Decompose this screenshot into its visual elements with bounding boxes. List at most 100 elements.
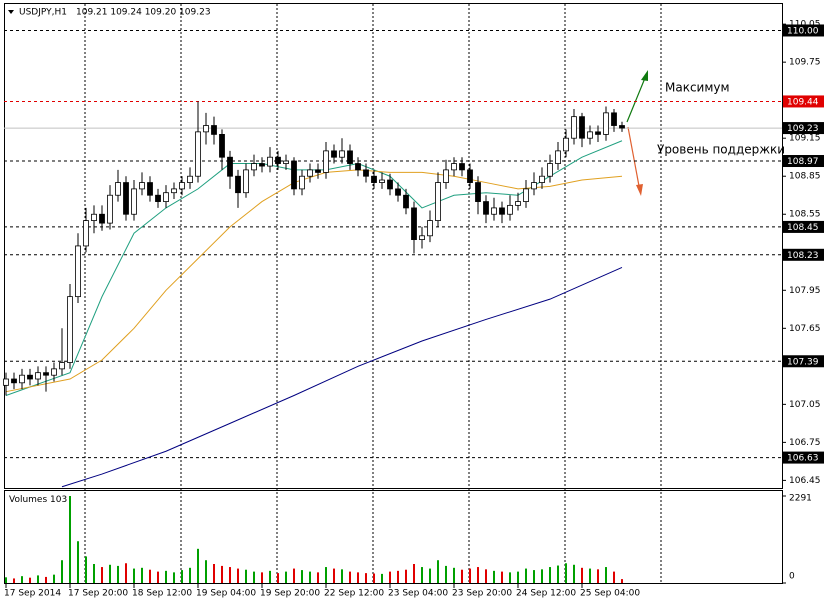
y-tick-label: 106.45	[789, 476, 821, 486]
candle-body	[35, 372, 41, 380]
x-tick-label: 19 Sep 20:00	[260, 589, 320, 599]
volume-tick-label: 2291	[789, 494, 812, 504]
candle-body	[571, 116, 577, 139]
candle-body	[283, 160, 289, 164]
x-tick-label: 19 Sep 04:00	[196, 589, 256, 599]
candle-body	[259, 163, 265, 167]
x-tick-label: 17 Sep 20:00	[68, 589, 128, 599]
y-tick-label: 108.85	[789, 172, 821, 182]
candle-body	[123, 182, 129, 215]
candle-body	[75, 245, 81, 298]
y-tick-label: 107.65	[789, 324, 821, 334]
candle-body	[435, 182, 441, 221]
candle-body	[555, 150, 561, 164]
candle-body	[323, 150, 329, 173]
candle-body	[403, 194, 409, 209]
arrow-down	[627, 126, 640, 187]
candle-body	[619, 125, 625, 129]
candle-body	[243, 169, 249, 194]
moving-average	[61, 267, 623, 488]
candle-body	[3, 378, 9, 386]
candle-body	[419, 235, 425, 240]
candle-body	[515, 201, 521, 206]
candle-body	[611, 112, 617, 126]
price-panel	[4, 3, 783, 489]
candle-body	[355, 163, 361, 171]
arrow-down-head	[636, 184, 643, 196]
level-box	[783, 95, 824, 108]
volume-tick-label: 0	[789, 572, 795, 582]
y-tick-label: 109.75	[789, 58, 821, 68]
level-box	[783, 24, 824, 37]
candle-body	[227, 156, 233, 177]
y-tick-label: 108.55	[789, 210, 821, 220]
candle-body	[339, 150, 345, 158]
candle-body	[27, 374, 33, 380]
quote: 109.21 109.24 109.20 109.23	[76, 8, 211, 18]
candle-body	[483, 201, 489, 215]
candle-body	[427, 220, 433, 237]
x-tick-label: 23 Sep 04:00	[388, 589, 448, 599]
candle-body	[603, 112, 609, 135]
candle-body	[547, 163, 553, 177]
volume-panel	[4, 490, 783, 584]
candle-body	[379, 179, 385, 183]
y-tick-label: 107.95	[789, 286, 821, 296]
level-label: 107.39	[787, 357, 819, 367]
candle-body	[467, 169, 473, 183]
candle-body	[475, 182, 481, 202]
level-label: 109.23	[787, 124, 819, 134]
candle-body	[523, 188, 529, 202]
candle-body	[155, 194, 161, 202]
candle-body	[51, 368, 57, 376]
level-box	[783, 451, 824, 464]
candle-body	[131, 188, 137, 215]
level-box	[783, 355, 824, 368]
candle-body	[443, 169, 449, 183]
candle-body	[451, 163, 457, 171]
candle-body	[43, 372, 49, 376]
level-label: 108.97	[787, 157, 819, 167]
level-box	[783, 155, 824, 168]
candle-body	[171, 188, 177, 194]
candle-body	[59, 362, 65, 370]
volume-last: 103	[50, 495, 67, 505]
y-tick-label: 107.05	[789, 400, 821, 410]
candle-body	[395, 188, 401, 196]
candle-body	[219, 134, 225, 158]
candle-body	[99, 213, 105, 224]
symbol: USDJPY,H1	[19, 8, 67, 18]
annotation: Уровень поддержки	[657, 143, 785, 157]
level-label: 110.00	[787, 26, 819, 36]
arrow-up-head	[641, 70, 648, 81]
vertical-grid	[84, 4, 662, 583]
candle-body	[531, 182, 537, 190]
candle-body	[91, 213, 97, 221]
candle-body	[595, 131, 601, 135]
level-box	[783, 248, 824, 261]
x-tick-label: 24 Sep 12:00	[516, 589, 576, 599]
x-tick-label: 23 Sep 20:00	[452, 589, 512, 599]
candle-body	[267, 156, 273, 167]
candle-body	[387, 179, 393, 190]
candle-body	[563, 137, 569, 152]
level-label: 108.23	[787, 251, 819, 261]
candle-body	[139, 182, 145, 190]
candle-body	[315, 169, 321, 173]
x-tick-label: 17 Sep 2014	[4, 589, 61, 599]
x-tick-label: 25 Sep 04:00	[580, 589, 640, 599]
candle-body	[363, 169, 369, 177]
candle-body	[187, 175, 193, 183]
candle-body	[275, 156, 281, 164]
y-tick-label: 106.75	[789, 438, 821, 448]
x-tick-label: 22 Sep 12:00	[324, 589, 384, 599]
candle-body	[251, 163, 257, 171]
candle-body	[211, 125, 217, 135]
candle-body	[163, 192, 169, 202]
level-label: 109.44	[787, 97, 819, 107]
candle-body	[115, 182, 121, 196]
candle-body	[579, 116, 585, 139]
candle-body	[11, 378, 17, 384]
